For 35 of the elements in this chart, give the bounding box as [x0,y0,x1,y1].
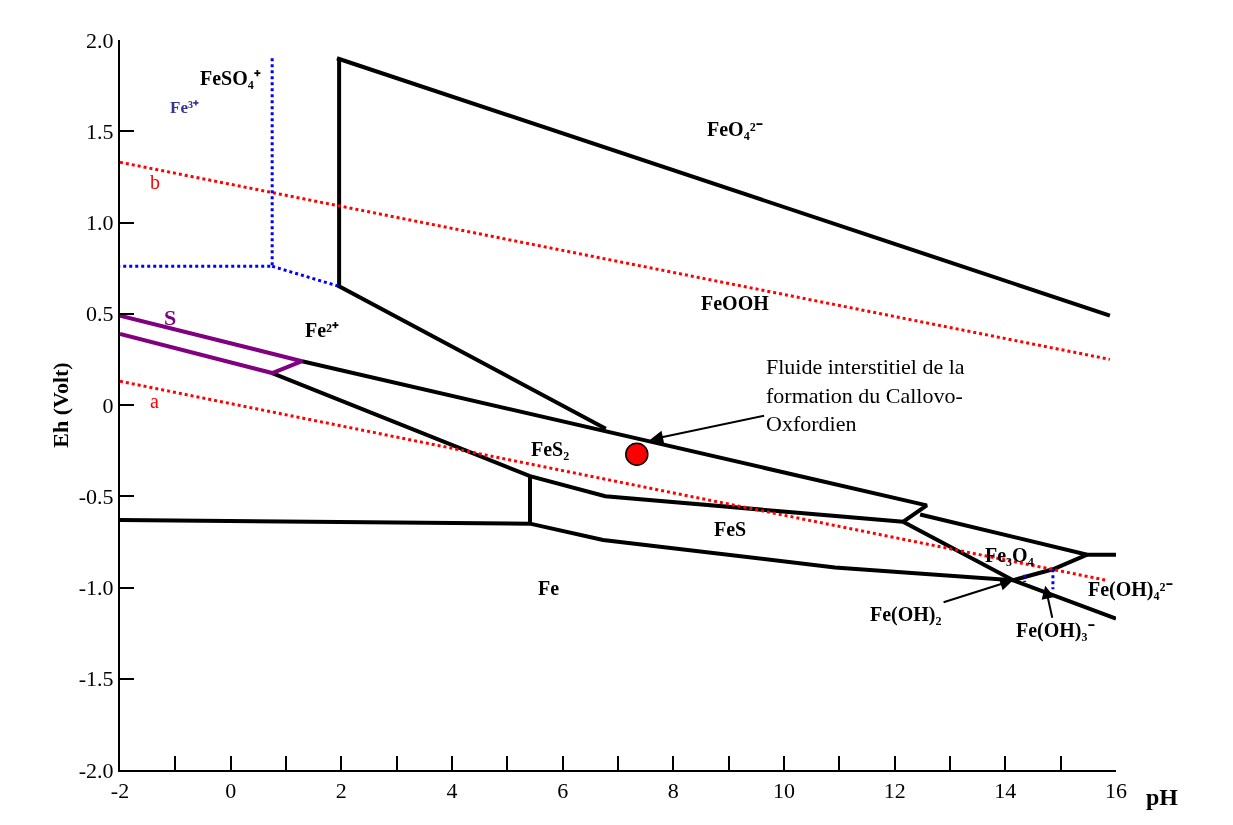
x-tick-label: 12 [883,778,906,804]
annotation: Fe [538,577,560,599]
annotation: FeSO₄⁺ [200,67,261,89]
y-axis-title: Eh (Volt) [48,362,74,448]
y-tick-label: -0.5 [78,483,114,509]
annotation: Fe(OH)₃⁻ [1016,619,1095,642]
x-axis-title: pH [1146,784,1179,810]
x-tick-label: 6 [557,778,569,804]
annotation: FeOOH [701,292,770,314]
x-tick-label: 10 [773,778,795,804]
annotation: Fe(OH)₂ [870,603,942,626]
y-tick-label: 2.0 [86,27,114,53]
annotation: Fe³⁺ [170,98,200,117]
x-tick-label: 4 [446,778,458,804]
annotation: Fe²⁺ [305,319,340,341]
x-tick-label: 14 [994,778,1017,804]
x-tick-label: 2 [335,778,347,804]
annotation: FeS [714,518,747,540]
annotation: a [150,390,159,412]
annotation: Fluide interstitiel de la formation du Callovo- Oxfordien [766,354,965,437]
annotation: S [164,305,177,330]
y-tick-label: -1.5 [78,666,114,692]
annotation: FeS₂ [531,438,570,460]
y-tick-label: -1.0 [78,575,114,601]
y-tick-label: 0 [102,392,114,418]
x-tick-label: 16 [1105,778,1127,804]
y-tick-label: 0.5 [86,301,114,327]
annotation: Fe(OH)₄²⁻ [1088,578,1173,601]
annotation: Fe₃O₄ [985,544,1034,566]
y-tick-label: 1.5 [86,118,114,144]
x-tick-label: 8 [667,778,679,804]
annotation: b [150,171,160,193]
annotation: FeO₄²⁻ [707,118,763,140]
y-tick-label: 1.0 [86,210,114,236]
x-tick-label: 0 [225,778,237,804]
